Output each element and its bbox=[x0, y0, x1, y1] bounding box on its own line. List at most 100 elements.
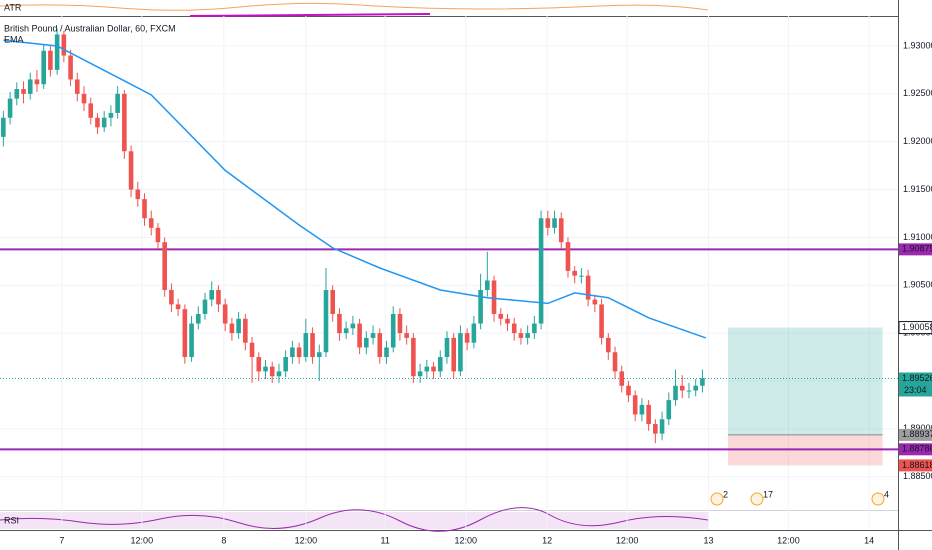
candle-body bbox=[632, 395, 638, 415]
rsi-band bbox=[0, 512, 708, 529]
candle-body bbox=[599, 304, 604, 338]
candle-body bbox=[518, 333, 524, 338]
candle-body bbox=[68, 55, 73, 80]
candle-body bbox=[330, 290, 336, 314]
candle-body bbox=[222, 304, 228, 324]
x-tick-label: 8 bbox=[221, 535, 226, 545]
ema-line bbox=[3, 39, 707, 339]
candle-body bbox=[478, 290, 483, 324]
candle-body bbox=[34, 79, 40, 85]
candle-body bbox=[390, 313, 396, 348]
atr-label: ATR bbox=[4, 2, 22, 12]
chart-title: British Pound / Australian Dollar, 60, F… bbox=[4, 23, 176, 33]
candle-body bbox=[148, 218, 154, 228]
candle-body bbox=[27, 79, 33, 94]
candle-body bbox=[646, 404, 651, 425]
candle-body bbox=[21, 89, 26, 94]
candle-body bbox=[592, 299, 598, 305]
candle-body bbox=[323, 290, 329, 353]
candle-body bbox=[41, 50, 46, 85]
candle-body bbox=[491, 280, 497, 314]
price-tag-label: 1.88786 bbox=[902, 444, 932, 454]
candle-body bbox=[397, 313, 403, 334]
candle-body bbox=[653, 424, 658, 434]
y-tick-label: 1.91500 bbox=[903, 184, 932, 194]
candle-body bbox=[458, 333, 463, 372]
candle-body bbox=[404, 333, 409, 338]
candle-body bbox=[269, 366, 275, 377]
candle-body bbox=[1, 117, 6, 137]
candle-body bbox=[350, 323, 356, 329]
price-tag bbox=[899, 428, 932, 441]
candle-body bbox=[283, 357, 288, 372]
candle-body bbox=[263, 366, 268, 372]
candle-body bbox=[424, 366, 430, 372]
candle-body bbox=[216, 290, 221, 305]
event-icon bbox=[750, 492, 764, 506]
candle-body bbox=[290, 347, 295, 358]
x-tick-label: 12:00 bbox=[777, 535, 800, 545]
candle-body bbox=[511, 323, 517, 334]
event-icon bbox=[871, 492, 885, 506]
atr-level bbox=[189, 13, 431, 17]
event-icon bbox=[710, 492, 724, 506]
candle-body bbox=[74, 79, 80, 94]
price-tag bbox=[899, 443, 932, 456]
price-tag-label: 1.88618 bbox=[902, 460, 932, 470]
candle-body bbox=[498, 313, 504, 319]
candle-body bbox=[357, 323, 362, 348]
event-count: 2 bbox=[723, 489, 728, 499]
y-tick-label: 1.89000 bbox=[903, 423, 932, 433]
candle-body bbox=[14, 89, 20, 99]
rsi-line bbox=[0, 507, 709, 532]
candle-body bbox=[538, 218, 544, 324]
candle-body bbox=[182, 309, 188, 358]
y-tick-label: 1.91000 bbox=[903, 232, 932, 242]
candle-body bbox=[236, 318, 241, 334]
candle-body bbox=[155, 227, 161, 243]
candle-body bbox=[243, 318, 248, 343]
candle-body bbox=[115, 93, 120, 113]
candle-body bbox=[552, 218, 557, 228]
price-tag-label: 1.88937 bbox=[902, 429, 932, 439]
price-tag bbox=[899, 243, 932, 256]
candle-body bbox=[101, 117, 107, 128]
price-tag bbox=[898, 321, 932, 335]
candle-body bbox=[337, 313, 342, 334]
candle-body bbox=[195, 313, 201, 324]
x-tick-label: 12:00 bbox=[455, 535, 478, 545]
candle-body bbox=[88, 103, 94, 118]
x-tick-label: 11 bbox=[380, 535, 389, 545]
candle-body bbox=[343, 328, 349, 334]
candle-body bbox=[377, 333, 383, 358]
candle-body bbox=[686, 390, 692, 392]
candle-body bbox=[162, 242, 167, 291]
y-tick-label: 1.92500 bbox=[903, 88, 932, 98]
price-tag bbox=[899, 459, 932, 472]
candle-body bbox=[639, 404, 645, 415]
candle-body bbox=[229, 323, 235, 334]
x-tick-label: 7 bbox=[59, 535, 64, 545]
x-tick-label: 14 bbox=[864, 535, 874, 545]
candle-body bbox=[54, 34, 60, 70]
candle-body bbox=[189, 323, 194, 358]
candle-body bbox=[700, 378, 705, 386]
indicator-label: EMA bbox=[4, 34, 24, 44]
candle-body bbox=[505, 318, 510, 324]
candle-body bbox=[316, 352, 322, 358]
candle-body bbox=[659, 419, 665, 434]
candle-body bbox=[202, 299, 208, 314]
candle-body bbox=[411, 337, 416, 377]
candle-body bbox=[364, 337, 369, 348]
candle-body bbox=[444, 337, 450, 358]
candle-body bbox=[61, 34, 67, 56]
candle-body bbox=[525, 333, 530, 338]
candle-body bbox=[666, 400, 672, 420]
candle-body bbox=[431, 366, 436, 372]
candle-body bbox=[128, 151, 134, 190]
candle-body bbox=[485, 280, 490, 291]
x-tick-label: 12 bbox=[542, 535, 552, 545]
candle-body bbox=[209, 290, 215, 300]
candle-body bbox=[249, 342, 255, 358]
